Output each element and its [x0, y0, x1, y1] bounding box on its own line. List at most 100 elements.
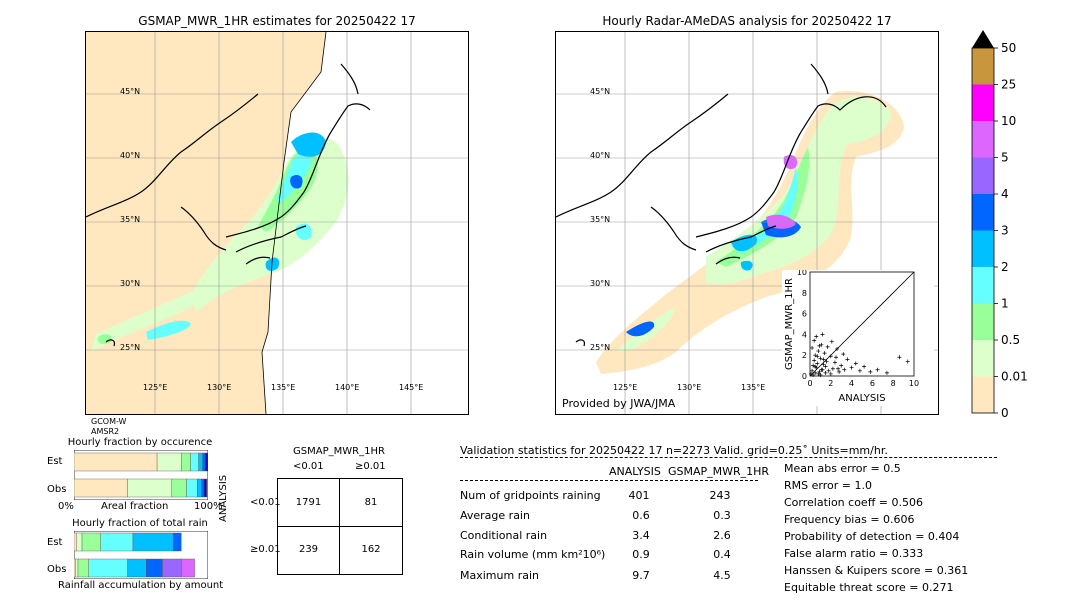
colorbar-label: 2 — [1001, 260, 1009, 274]
scatter-point — [828, 371, 833, 376]
contingency-cell-nn: 1791 — [295, 497, 322, 508]
scatter-point — [811, 363, 816, 368]
contingency-col-lt: <0.01 — [293, 461, 324, 472]
scatter-ytick: 8 — [802, 289, 807, 298]
scatter-xtick: 6 — [870, 379, 875, 388]
colorbar-label: 50 — [1001, 41, 1016, 55]
scatter-point — [821, 362, 826, 367]
colorbar-label: 0 — [1001, 406, 1009, 418]
scatter-point — [813, 364, 818, 369]
contingency-row-axis: ANALYSIS — [218, 474, 229, 522]
sensor-label: AMSR2 — [91, 427, 120, 436]
left-lat-25: 25°N — [120, 343, 140, 352]
fraction-segment — [88, 558, 128, 578]
stat-analysis-maximum: 9.7 — [632, 569, 650, 582]
fraction-segment — [201, 478, 205, 498]
scatter-inset: 0 0 2 2 4 4 6 6 8 8 10 10 ANALYSIS GSMAP_MWR_1HR — [782, 268, 934, 406]
scatter-point — [811, 372, 816, 377]
stat-label-maximum: Maximum rain — [460, 569, 539, 582]
scatter-point — [816, 349, 821, 354]
scatter-ylabel: GSMAP_MWR_1HR — [784, 278, 795, 370]
fraction-occ-axis-right: 100% — [194, 501, 223, 512]
colorbar-cell — [972, 121, 994, 158]
left-map: 45°N 40°N 35°N 30°N 25°N 125°E 130°E 135… — [85, 31, 469, 415]
scatter-point — [810, 345, 815, 350]
scatter-point — [884, 370, 889, 375]
fraction-rain-est-label: Est — [47, 537, 63, 548]
colorbar-label: 1 — [1001, 297, 1009, 311]
fraction-rain-footer: Rainfall accumulation by amount — [58, 580, 224, 591]
left-lon-145: 145°E — [399, 383, 423, 392]
score-hk: Hanssen & Kuipers score = 0.361 — [784, 564, 969, 577]
fraction-segment — [81, 532, 102, 552]
scatter-point — [845, 357, 850, 362]
scatter-point — [849, 365, 854, 370]
right-lon-135: 135°E — [741, 383, 765, 392]
fraction-segment — [190, 452, 199, 472]
stat-analysis-conditional: 3.4 — [632, 529, 650, 542]
contingency-title: GSMAP_MWR_1HR — [293, 446, 385, 457]
left-lon-125: 125°E — [143, 383, 167, 392]
scatter-point — [817, 343, 822, 348]
contingency-cell-ny: 81 — [364, 497, 378, 508]
colorbar-canvas: 50 25 10 5 4 3 2 1 0.5 0.01 0 — [971, 30, 1028, 420]
fraction-segment — [146, 558, 163, 578]
scatter-point — [839, 363, 844, 368]
stat-label-conditional: Conditional rain — [460, 529, 548, 542]
colorbar-cell — [972, 84, 994, 121]
scatter-point — [875, 367, 880, 372]
fraction-segment — [76, 532, 83, 552]
fraction-occ-obs-label: Obs — [47, 484, 67, 495]
fraction-segment — [74, 532, 77, 552]
validation-col-analysis: ANALYSIS — [609, 465, 661, 478]
colorbar-label: 25 — [1001, 78, 1016, 92]
colorbar-cell — [972, 230, 994, 267]
fraction-occ-axis-mid: Areal fraction — [101, 501, 169, 512]
fraction-segment — [180, 558, 195, 578]
scatter-xtick: 2 — [828, 379, 833, 388]
left-map-title: GSMAP_MWR_1HR estimates for 20250422 17 — [138, 14, 416, 28]
right-coastlines — [556, 63, 887, 347]
score-far: False alarm ratio = 0.333 — [784, 547, 924, 560]
colorbar-label: 4 — [1001, 187, 1009, 201]
colorbar-cell — [972, 157, 994, 194]
scatter-point — [828, 354, 833, 359]
colorbar-label: 0.5 — [1001, 333, 1020, 347]
fraction-segment — [203, 478, 207, 498]
colorbar-cell — [972, 267, 994, 304]
stat-analysis-volume: 0.9 — [632, 548, 650, 561]
scatter-point — [819, 342, 824, 347]
stat-gsmap-average: 0.3 — [713, 509, 731, 522]
colorbar-label: 10 — [1001, 114, 1016, 128]
scatter-ytick: 6 — [802, 310, 807, 319]
stat-analysis-gridpoints: 401 — [628, 489, 650, 502]
left-lat-45: 45°N — [120, 87, 140, 96]
scatter-point — [836, 366, 841, 371]
left-lon-135: 135°E — [271, 383, 295, 392]
stat-gsmap-gridpoints: 243 — [709, 489, 731, 502]
scatter-point — [825, 344, 830, 349]
validation-header: Validation statistics for 20250422 17 n=… — [460, 444, 888, 457]
colorbar-label: 0.01 — [1001, 370, 1028, 384]
fraction-segment — [180, 452, 191, 472]
contingency-row-ge: ≥0.01 — [250, 544, 281, 555]
fraction-rain-title: Hourly fraction of total rain — [72, 518, 208, 529]
scatter-xlabel: ANALYSIS — [838, 393, 885, 404]
colorbar-label: 5 — [1001, 151, 1009, 165]
right-lon-125: 125°E — [613, 383, 637, 392]
left-lat-40: 40°N — [120, 151, 140, 160]
validation-divider — [460, 457, 997, 458]
left-coastlines — [86, 63, 371, 347]
right-lon-130: 130°E — [677, 383, 701, 392]
colorbar-extend-arrow — [972, 30, 994, 48]
scatter-point — [820, 332, 825, 337]
colorbar-cell — [972, 340, 994, 377]
fraction-occ-chart — [74, 450, 208, 500]
scatter-point — [824, 359, 829, 364]
scatter-point — [837, 369, 842, 374]
scatter-point — [816, 371, 821, 376]
scatter-xtick: 4 — [849, 379, 854, 388]
fraction-occ-axis-left: 0% — [58, 501, 74, 512]
validation-col-gsmap: GSMAP_MWR_1HR — [668, 465, 770, 478]
contingency-table: 1791 81 239 162 — [277, 478, 403, 575]
